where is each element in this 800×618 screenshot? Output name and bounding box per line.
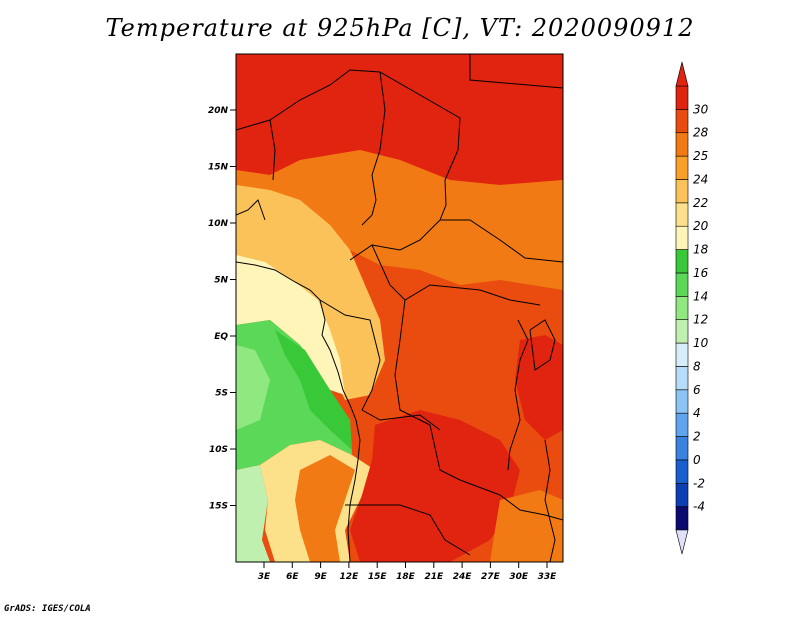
colorbar-swatch [675, 366, 689, 391]
lon-tick-label: 6E [286, 572, 299, 582]
colorbar-level-label: 24 [693, 172, 708, 186]
lat-tick-label: 15N [208, 163, 229, 173]
border-line [440, 219, 563, 263]
colorbar-swatch [675, 482, 689, 507]
temperature-field [236, 54, 563, 562]
lat-tick-label: 20N [208, 106, 229, 116]
field-region-22-west [236, 185, 385, 400]
colorbar-level-label: -2 [693, 476, 705, 490]
colorbar-swatch [675, 179, 689, 204]
colorbar-swatch [675, 249, 689, 274]
lat-tick-label: 15S [209, 502, 228, 512]
colorbar-swatch [675, 459, 689, 484]
field-region-18-coast [236, 255, 345, 395]
lon-tick-label: 24E [453, 572, 473, 582]
colorbar-level-label: 6 [693, 383, 701, 397]
colorbar-swatch [675, 319, 689, 344]
lon-tick-label: 3E [258, 572, 271, 582]
field-region-30-core [350, 410, 520, 562]
latitude-axis: 20N 15N 10N 5N EQ 5S 10S 15S [208, 106, 236, 512]
colorbar-level-label: 30 [693, 102, 709, 116]
colorbar-swatch [675, 506, 689, 531]
longitude-axis: 3E 6E 9E 12E 15E 18E 21E 24E 27E 30E 33E [258, 562, 557, 582]
colorbar-swatch [675, 85, 689, 110]
lon-tick-label: 30E [509, 572, 529, 582]
coastline-west [236, 261, 361, 562]
field-region-10-ocean [236, 465, 270, 562]
border-line [507, 319, 529, 471]
lon-tick-label: 27E [481, 572, 501, 582]
colorbar-swatch [675, 132, 689, 157]
field-region-25-sahel [236, 150, 563, 290]
lon-tick-label: 33E [538, 572, 558, 582]
field-region-25-southwest [295, 455, 355, 562]
border-line [544, 439, 556, 562]
colorbar-swatch [675, 436, 689, 461]
lat-tick-label: EQ [214, 332, 228, 342]
border-line [361, 71, 386, 226]
colorbar-swatch [675, 412, 689, 437]
colorbar-swatch [675, 296, 689, 320]
lon-tick-label: 9E [314, 572, 327, 582]
colorbar-level-label: 8 [693, 359, 701, 373]
colorbar-level-label: 0 [693, 453, 701, 467]
field-region-30-east [515, 335, 563, 440]
country-borders [236, 54, 563, 562]
colorbar-level-label: 16 [693, 266, 709, 280]
colorbar-swatch [675, 342, 689, 367]
lon-tick-label: 21E [424, 572, 444, 582]
lon-tick-label: 18E [396, 572, 416, 582]
field-region-14-ocean [236, 320, 352, 470]
field-region-30-north [236, 54, 563, 185]
map-frame [235, 53, 564, 563]
field-region-12-ocean [236, 345, 270, 430]
colorbar-level-label: 10 [693, 336, 709, 350]
border-line [236, 199, 266, 221]
colorbar-level-label: -4 [693, 500, 705, 514]
lat-tick-label: 5S [215, 389, 228, 399]
colorbar-swatch [675, 202, 689, 227]
lon-tick-label: 12E [340, 572, 360, 582]
colorbar-over-arrow [675, 61, 689, 87]
lon-tick-label: 15E [368, 572, 388, 582]
lat-tick-label: 10N [208, 219, 229, 229]
grads-credit: GrADS: IGES/COLA [4, 604, 91, 614]
border-line [349, 244, 541, 306]
colorbar-swatch [675, 389, 689, 414]
colorbar-level-label: 20 [693, 219, 709, 233]
border-line [379, 71, 461, 221]
colorbar-level-label: 22 [693, 196, 708, 210]
lat-tick-label: 10S [209, 445, 228, 455]
border-line [371, 219, 441, 251]
chart-title: Temperature at 925hPa [C], VT: 202009091… [105, 14, 695, 42]
border-line [394, 299, 461, 481]
colorbar-level-label: 12 [693, 313, 708, 327]
colorbar-swatch [675, 272, 689, 297]
border-line [236, 69, 381, 131]
border-line [361, 409, 441, 431]
colorbar-swatch [675, 225, 689, 250]
colorbar-level-label: 25 [693, 149, 708, 163]
colorbar-level-label: 14 [693, 289, 708, 303]
colorbar-level-label: 2 [693, 430, 701, 444]
field-region-16-ocean [275, 330, 352, 450]
colorbar-level-label: 28 [693, 126, 709, 140]
border-line [469, 54, 563, 89]
border-line [269, 119, 276, 181]
border-line [529, 319, 556, 371]
colorbar-level-label: 4 [693, 406, 701, 420]
colorbar-swatch [675, 109, 689, 134]
colorbar-under-arrow [675, 529, 689, 555]
border-line [319, 299, 381, 411]
lat-tick-label: 5N [214, 276, 228, 286]
field-region-25-southeast [490, 490, 563, 562]
border-line [345, 504, 471, 556]
colorbar-level-label: 18 [693, 243, 709, 257]
border-line [459, 479, 563, 521]
colorbar-swatch [675, 155, 689, 180]
